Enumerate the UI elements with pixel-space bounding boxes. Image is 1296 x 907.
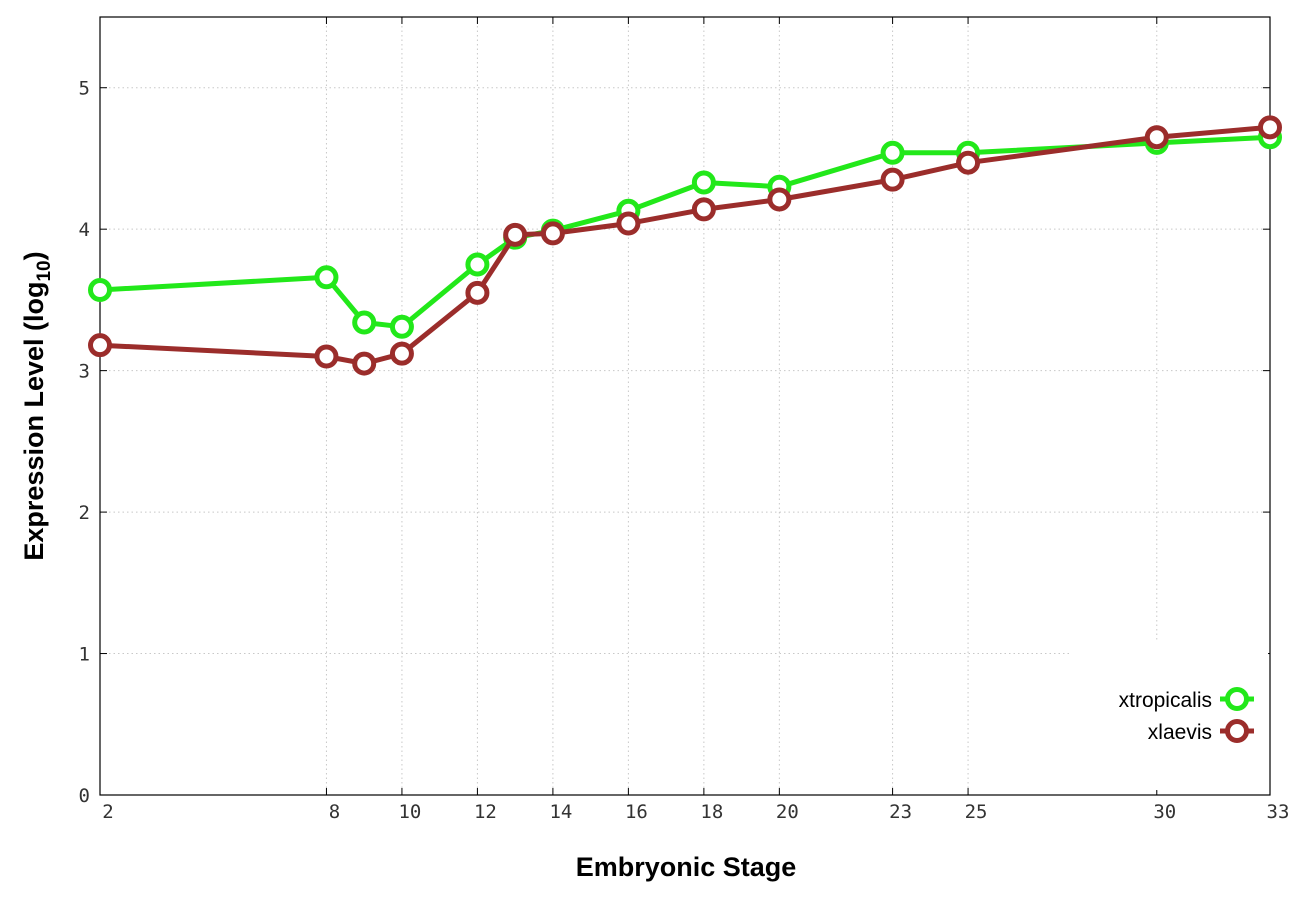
data-point-xlaevis [1258,115,1282,140]
legend-marker-swatch [1225,687,1249,711]
x-tick-label: 12 [474,801,497,823]
y-tick-label: 5 [79,78,90,100]
series-line-xlaevis [99,124,1271,367]
data-point-xlaevis [540,221,565,246]
data-point-xtropicalis [691,170,716,195]
x-tick-label: 23 [889,801,912,823]
data-point-xlaevis [616,211,641,236]
data-point-xlaevis [503,222,528,247]
x-tick-label: 18 [700,801,723,823]
data-point-xtropicalis [465,252,490,277]
data-point-xtropicalis [88,278,112,303]
data-point-xtropicalis [389,314,414,339]
data-point-xlaevis [389,341,414,366]
data-point-xtropicalis [314,265,339,290]
data-point-xlaevis [767,187,792,212]
legend-entry-xlaevis: xlaevis [1148,719,1254,744]
y-tick-label: 0 [79,785,90,807]
data-point-xlaevis [88,333,112,358]
x-tick-label: 33 [1267,801,1290,823]
x-tick-label: 25 [965,801,988,823]
y-axis-title-subscript: 10 [34,260,55,281]
legend-marker-swatch [1225,719,1249,743]
data-point-xlaevis [314,344,339,369]
legend-entry-xtropicalis: xtropicalis [1119,687,1254,712]
data-point-xlaevis [1144,125,1169,150]
y-tick-label: 4 [79,219,90,241]
y-tick-label: 1 [79,644,90,666]
y-axis-title: Expression Level (log10) [19,251,55,560]
series-line-xtropicalis [99,134,1271,330]
legend-label: xlaevis [1148,721,1212,744]
plot-frame [99,16,1271,796]
legend-background [1072,640,1268,790]
data-point-xlaevis [880,167,905,192]
legend: xtropicalis xlaevis [1072,640,1268,790]
y-tick-label: 2 [79,502,90,524]
y-axis-title-main: Expression Level (log [19,282,49,561]
x-tick-label: 2 [102,801,113,823]
data-point-xlaevis [465,280,490,305]
data-point-xlaevis [956,150,981,175]
series-layer [88,115,1282,376]
data-point-xtropicalis [352,310,377,335]
x-tick-label: 16 [625,801,648,823]
x-tick-label: 8 [329,801,340,823]
legend-label: xtropicalis [1119,689,1212,712]
data-point-xtropicalis [880,140,905,165]
x-tick-label: 30 [1153,801,1176,823]
y-axis-title-close: ) [19,251,49,260]
x-tick-label: 10 [398,801,421,823]
x-tick-label: 14 [549,801,572,823]
x-axis-title: Embryonic Stage [576,852,797,882]
data-point-xlaevis [691,197,716,222]
data-point-xlaevis [352,351,377,376]
x-tick-label: 20 [776,801,799,823]
y-tick-label: 3 [79,361,90,383]
